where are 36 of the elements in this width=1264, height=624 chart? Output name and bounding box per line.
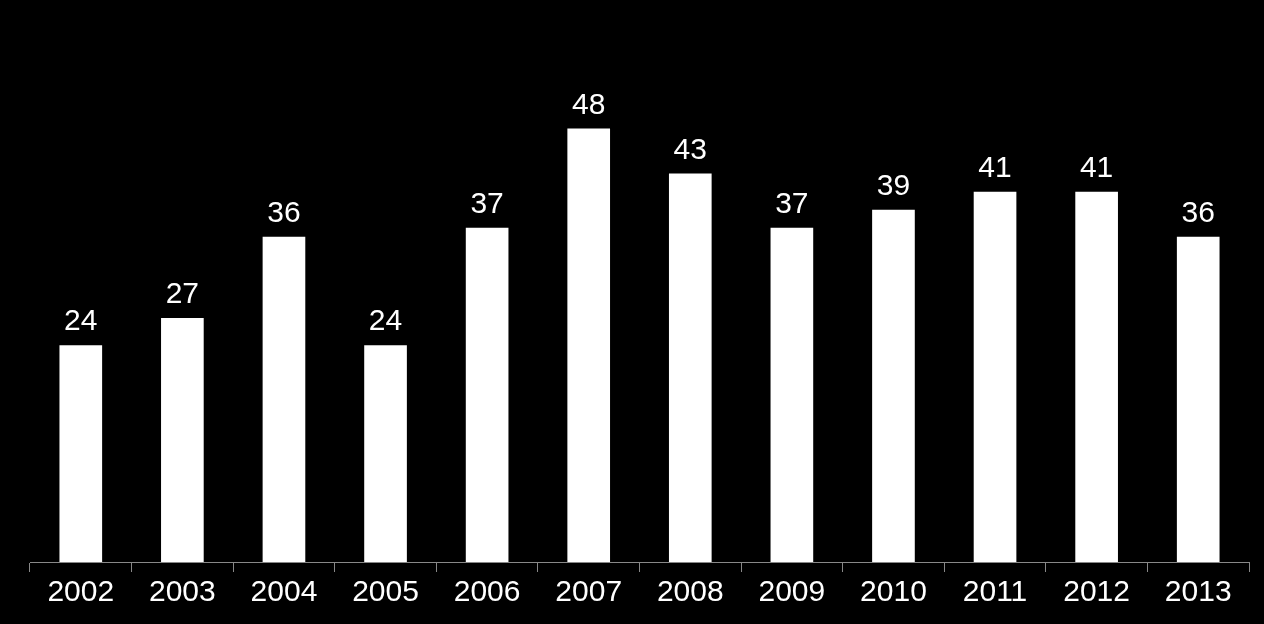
bar [59,345,103,562]
x-tick-label: 2007 [555,574,623,608]
data-label: 41 [1079,149,1114,183]
x-tick-label: 2009 [758,574,826,608]
data-label: 39 [876,167,911,201]
bar [364,345,407,562]
x-tick-label: 2006 [453,574,521,608]
bar [1176,236,1220,562]
x-tick-label: 2010 [860,574,927,608]
x-tick-label: 2008 [656,574,724,608]
bar [262,236,306,562]
x-tick-label: 2004 [250,574,318,608]
bar [770,227,814,562]
x-tick-label: 2002 [47,574,115,608]
data-label: 24 [64,303,98,337]
x-tick-label: 2011 [962,574,1028,608]
bar [973,191,1017,562]
data-label: 41 [978,149,1012,183]
bar [567,128,611,562]
bar [1075,191,1118,562]
x-tick-label: 2003 [149,574,216,608]
data-label: 43 [673,131,707,165]
bar [161,318,204,562]
data-label: 37 [775,186,809,220]
data-label: 36 [1181,195,1215,229]
x-tick-label: 2013 [1164,574,1232,608]
bar [668,173,712,562]
data-label: 37 [470,186,504,220]
data-label: 24 [368,303,403,337]
bar [872,209,915,562]
data-label: 48 [572,86,606,120]
data-label: 27 [165,276,200,310]
x-tick-label: 2005 [352,574,419,608]
x-tick-label: 2012 [1063,574,1130,608]
data-label: 36 [267,195,301,229]
bar [465,227,509,562]
